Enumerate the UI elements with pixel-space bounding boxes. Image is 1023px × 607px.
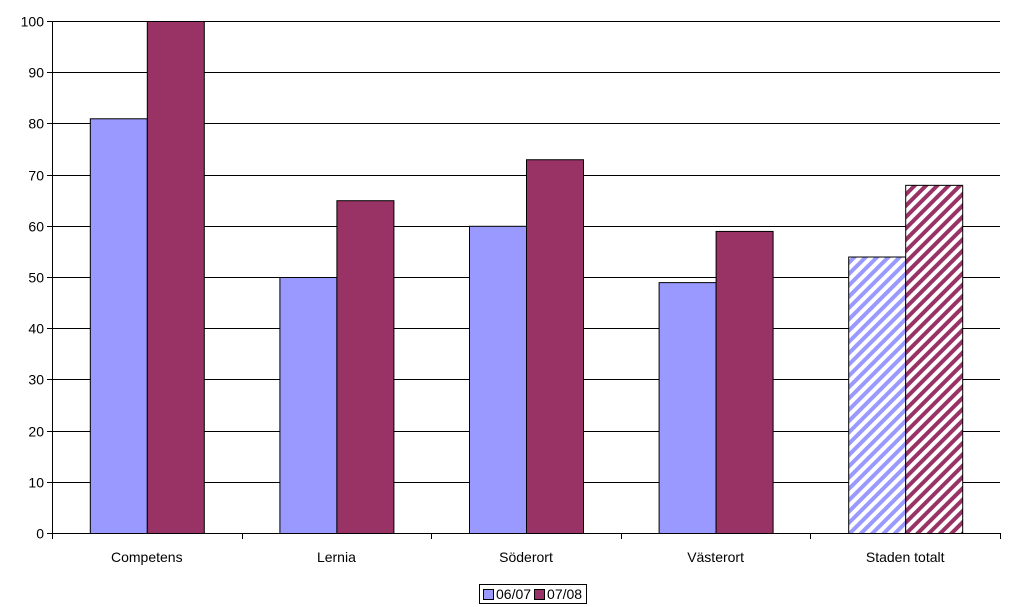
bar-competens-series-2 (146, 21, 205, 534)
y-tick-label-0: 0 (36, 526, 44, 542)
bar-staden-totalt-series-1 (848, 256, 907, 534)
bar-västerort-series-1 (658, 282, 717, 534)
y-tick-label-60: 60 (28, 219, 44, 235)
legend-label-series-1: 06/07 (496, 586, 532, 602)
y-tick-label-30: 30 (28, 372, 44, 388)
x-tick-label-competens: Competens (111, 549, 183, 565)
y-tick-label-40: 40 (28, 321, 44, 337)
y-tick-label-50: 50 (28, 270, 44, 286)
bar-competens-series-1 (89, 118, 148, 534)
y-tick-label-70: 70 (28, 168, 44, 184)
x-tick-label-lernia: Lernia (317, 549, 356, 565)
bar-staden-totalt-series-2 (905, 184, 964, 534)
legend-label-series-2: 07/08 (547, 586, 583, 602)
x-tick-label-västerort: Västerort (687, 549, 744, 565)
y-tick-label-20: 20 (28, 424, 44, 440)
axes: 0 10 20 30 40 50 60 70 80 90 100 Competens Lernia Söd… (21, 14, 1001, 565)
legend-item-series-2: 07/08 (534, 586, 582, 602)
bar-söderort-series-1 (469, 225, 527, 535)
legend-item-series-1: 06/07 (483, 586, 531, 602)
y-tick-label-80: 80 (28, 116, 44, 132)
y-tick-label-90: 90 (28, 65, 44, 81)
bar-söderort-series-2 (526, 159, 584, 535)
chart-legend: 06/07 07/08 (479, 584, 588, 604)
legend-swatch-series-1 (483, 588, 494, 600)
bar-lernia-series-1 (279, 277, 338, 534)
x-tick-label-staden-totalt: Staden totalt (866, 549, 945, 565)
bars (89, 21, 964, 535)
legend-swatch-series-2 (534, 588, 546, 600)
bar-västerort-series-2 (715, 230, 774, 534)
y-tick-label-10: 10 (28, 475, 44, 491)
x-tick-label-söderort: Söderort (499, 549, 553, 565)
bar-lernia-series-2 (336, 200, 395, 534)
y-tick-label-100: 100 (21, 14, 45, 30)
